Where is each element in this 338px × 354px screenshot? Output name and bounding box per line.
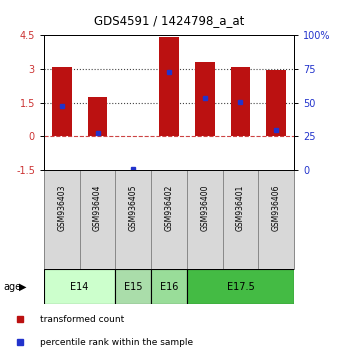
Bar <box>52 67 72 136</box>
Text: GSM936404: GSM936404 <box>93 185 102 231</box>
Text: age: age <box>3 282 22 292</box>
Bar <box>266 70 286 136</box>
Bar <box>195 62 215 136</box>
Text: ▶: ▶ <box>19 282 26 292</box>
Bar <box>159 36 179 136</box>
Bar <box>44 269 115 304</box>
Bar <box>88 97 107 136</box>
Text: GSM936405: GSM936405 <box>129 185 138 231</box>
Text: E15: E15 <box>124 282 143 292</box>
Text: E14: E14 <box>71 282 89 292</box>
Text: E16: E16 <box>160 282 178 292</box>
Text: GSM936400: GSM936400 <box>200 185 209 231</box>
Bar <box>187 269 294 304</box>
Bar <box>231 67 250 136</box>
Text: GSM936401: GSM936401 <box>236 185 245 231</box>
Text: GSM936403: GSM936403 <box>57 185 66 231</box>
Text: GDS4591 / 1424798_a_at: GDS4591 / 1424798_a_at <box>94 13 244 27</box>
Text: E17.5: E17.5 <box>226 282 254 292</box>
Text: GSM936402: GSM936402 <box>165 185 173 231</box>
Bar <box>115 269 151 304</box>
Text: percentile rank within the sample: percentile rank within the sample <box>40 338 193 347</box>
Text: GSM936406: GSM936406 <box>272 185 281 231</box>
Bar <box>151 269 187 304</box>
Text: transformed count: transformed count <box>40 315 124 324</box>
